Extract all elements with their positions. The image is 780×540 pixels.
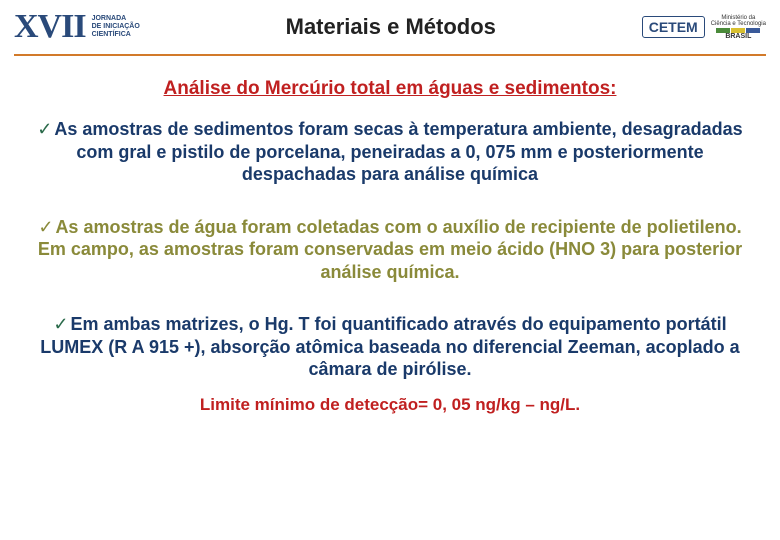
check-icon: ✓ bbox=[37, 119, 52, 139]
cetem-logo: CETEM bbox=[642, 16, 705, 38]
paragraph-3: ✓Em ambas matrizes, o Hg. T foi quantifi… bbox=[30, 313, 750, 381]
subtitle: Análise do Mercúrio total em águas e sed… bbox=[30, 78, 750, 100]
content: Análise do Mercúrio total em águas e sed… bbox=[0, 56, 780, 425]
paragraph-1: ✓As amostras de sedimentos foram secas à… bbox=[30, 118, 750, 186]
detection-limit: Limite mínimo de detecção= 0, 05 ng/kg –… bbox=[30, 395, 750, 415]
logo-subtitle: JORNADA DE INICIAÇÃO CIENTÍFICA bbox=[92, 15, 140, 38]
header: XVII JORNADA DE INICIAÇÃO CIENTÍFICA Mat… bbox=[0, 0, 780, 50]
slide-title: Materiais e Métodos bbox=[286, 14, 496, 40]
logo-right: CETEM Ministério da Ciência e Tecnologia… bbox=[642, 15, 766, 40]
logo-left: XVII JORNADA DE INICIAÇÃO CIENTÍFICA bbox=[14, 8, 140, 46]
paragraph-2: ✓As amostras de água foram coletadas com… bbox=[30, 216, 750, 284]
roman-numeral: XVII bbox=[14, 8, 86, 46]
mct-badge: Ministério da Ciência e Tecnologia BRASI… bbox=[711, 15, 766, 40]
check-icon: ✓ bbox=[38, 217, 53, 237]
check-icon: ✓ bbox=[53, 314, 68, 334]
